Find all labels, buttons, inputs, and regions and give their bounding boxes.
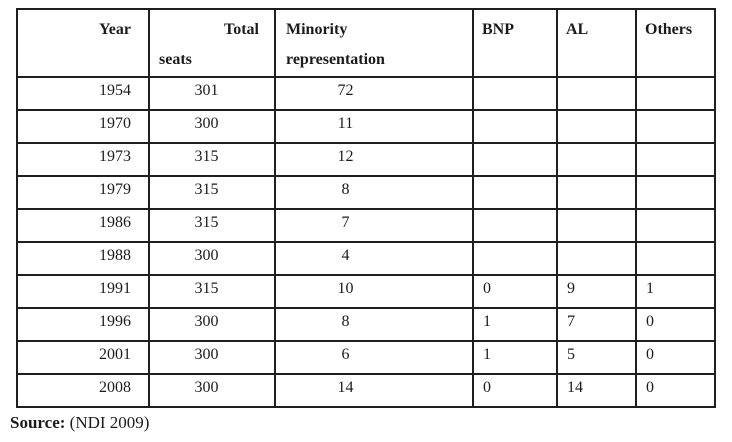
cell-minority-representation: 72: [274, 76, 474, 111]
cell-total-seats: 315: [148, 274, 276, 309]
cell-year: 1996: [16, 307, 150, 342]
table-row: 1979 315 8: [16, 175, 716, 210]
table-row: 1970 300 11: [16, 109, 716, 144]
cell-bnp: 1: [472, 340, 558, 375]
cell-total-seats: 300: [148, 373, 276, 408]
cell-al: [556, 241, 637, 276]
cell-bnp: [472, 175, 558, 210]
cell-year: 2001: [16, 340, 150, 375]
cell-al: [556, 76, 637, 111]
cell-year: 1979: [16, 175, 150, 210]
cell-al: 5: [556, 340, 637, 375]
cell-bnp: 1: [472, 307, 558, 342]
cell-year: 1954: [16, 76, 150, 111]
cell-others: [635, 208, 716, 243]
header-label: Year: [99, 21, 131, 38]
column-header-minority-representation: Minority representation: [274, 8, 474, 78]
cell-bnp: [472, 109, 558, 144]
table-row: 2001 300 6 1 5 0: [16, 340, 716, 375]
cell-minority-representation: 10: [274, 274, 474, 309]
source-label: Source:: [10, 413, 66, 432]
table-row: 1954 301 72: [16, 76, 716, 111]
column-header-total-seats: Total seats: [148, 8, 276, 78]
header-label: Minority: [286, 21, 348, 38]
cell-al: 9: [556, 274, 637, 309]
table-row: 1986 315 7: [16, 208, 716, 243]
cell-minority-representation: 8: [274, 307, 474, 342]
cell-minority-representation: 14: [274, 373, 474, 408]
cell-others: [635, 241, 716, 276]
table-row: 1988 300 4: [16, 241, 716, 276]
cell-minority-representation: 4: [274, 241, 474, 276]
source-line: Source: (NDI 2009): [10, 413, 732, 433]
cell-bnp: 0: [472, 274, 558, 309]
cell-others: 1: [635, 274, 716, 309]
cell-others: [635, 175, 716, 210]
cell-total-seats: 300: [148, 109, 276, 144]
cell-others: 0: [635, 340, 716, 375]
cell-year: 1988: [16, 241, 150, 276]
cell-minority-representation: 8: [274, 175, 474, 210]
cell-minority-representation: 7: [274, 208, 474, 243]
cell-al: [556, 175, 637, 210]
cell-year: 1986: [16, 208, 150, 243]
cell-minority-representation: 12: [274, 142, 474, 177]
cell-total-seats: 315: [148, 208, 276, 243]
cell-others: 0: [635, 373, 716, 408]
cell-al: [556, 109, 637, 144]
source-citation: (NDI 2009): [65, 413, 150, 432]
cell-year: 1973: [16, 142, 150, 177]
cell-total-seats: 300: [148, 241, 276, 276]
header-label: seats: [159, 51, 192, 68]
cell-bnp: 0: [472, 373, 558, 408]
column-header-al: AL: [556, 8, 637, 78]
column-header-others: Others: [635, 8, 716, 78]
cell-total-seats: 300: [148, 340, 276, 375]
cell-bnp: [472, 241, 558, 276]
header-row: Year Total seats Minority representation…: [16, 8, 716, 78]
header-label: Total: [224, 21, 259, 38]
header-label: BNP: [482, 21, 514, 38]
table-row: 1973 315 12: [16, 142, 716, 177]
cell-bnp: [472, 208, 558, 243]
cell-bnp: [472, 76, 558, 111]
cell-year: 1970: [16, 109, 150, 144]
cell-al: 14: [556, 373, 637, 408]
minority-representation-table: Year Total seats Minority representation…: [16, 8, 716, 408]
table-header: Year Total seats Minority representation…: [16, 8, 716, 78]
cell-others: [635, 142, 716, 177]
cell-minority-representation: 6: [274, 340, 474, 375]
table-row: 2008 300 14 0 14 0: [16, 373, 716, 408]
cell-minority-representation: 11: [274, 109, 474, 144]
cell-others: [635, 109, 716, 144]
header-label: representation: [286, 51, 385, 68]
cell-total-seats: 315: [148, 175, 276, 210]
cell-year: 1991: [16, 274, 150, 309]
cell-total-seats: 301: [148, 76, 276, 111]
column-header-year: Year: [16, 8, 150, 78]
column-header-bnp: BNP: [472, 8, 558, 78]
header-label: AL: [566, 21, 589, 38]
cell-al: [556, 208, 637, 243]
cell-year: 2008: [16, 373, 150, 408]
cell-others: 0: [635, 307, 716, 342]
document-page: Year Total seats Minority representation…: [10, 8, 732, 433]
cell-total-seats: 300: [148, 307, 276, 342]
table-body: 1954 301 72 1970 300 11 1973 315 12 1979 315 8 1986 3…: [16, 76, 716, 408]
cell-al: [556, 142, 637, 177]
cell-bnp: [472, 142, 558, 177]
table-row: 1996 300 8 1 7 0: [16, 307, 716, 342]
table-row: 1991 315 10 0 9 1: [16, 274, 716, 309]
cell-others: [635, 76, 716, 111]
cell-al: 7: [556, 307, 637, 342]
header-label: Others: [645, 21, 693, 38]
cell-total-seats: 315: [148, 142, 276, 177]
